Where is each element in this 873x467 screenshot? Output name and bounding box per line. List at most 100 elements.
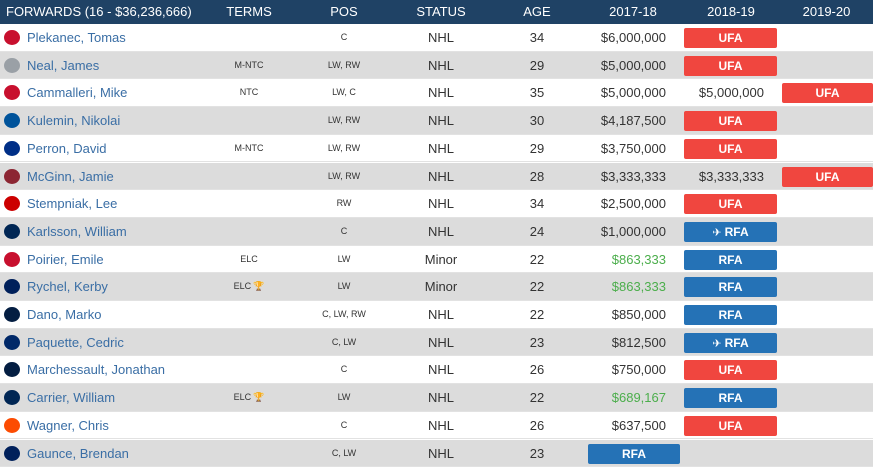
rfa-badge[interactable]: RFA <box>588 443 680 464</box>
player-name-link[interactable]: Neal, James <box>27 57 100 73</box>
salary-2017-18: $863,333 <box>611 279 666 295</box>
position-value: C, LW, RW <box>322 309 366 319</box>
player-name-link[interactable]: McGinn, Jamie <box>27 168 114 184</box>
header-age[interactable]: AGE <box>523 4 551 19</box>
position-value: LW <box>337 392 351 403</box>
team-logo-icon <box>4 362 20 378</box>
age-value: 34 <box>529 30 545 45</box>
status-value: NHL <box>427 140 454 156</box>
header-2018-19[interactable]: 2018-19 <box>707 4 755 19</box>
terms-value: M-NTC <box>234 59 264 70</box>
position-value: LW, RW <box>327 59 361 70</box>
salary-2018-19 <box>682 440 764 467</box>
position-value: C <box>340 419 348 430</box>
ufa-badge[interactable]: UFA <box>782 83 873 104</box>
player-name-link[interactable]: Stempniak, Lee <box>27 196 118 212</box>
age-value: 22 <box>529 307 545 322</box>
ufa-badge[interactable]: UFA <box>684 360 777 381</box>
player-name-link[interactable]: Wagner, Chris <box>27 417 109 433</box>
rfa-badge[interactable]: RFA <box>684 305 777 325</box>
table-row: Poirier, Emile ELC LW Minor 22 $863,333 RFA <box>0 246 873 274</box>
header-forwards[interactable]: FORWARDS (16 - $36,236,666) <box>6 4 192 19</box>
age-value: 22 <box>529 390 545 406</box>
badge-label: UFA <box>718 114 743 129</box>
position-value: LW, C <box>332 87 356 98</box>
position-value: C <box>340 32 348 42</box>
age-value: 23 <box>529 334 545 350</box>
salary-2017-18: $5,000,000 <box>600 85 666 101</box>
status-value: NHL <box>427 334 454 350</box>
header-2019-20[interactable]: 2019-20 <box>802 4 851 19</box>
table-row: Carrier, William ELC 🏆 LW NHL 22 $689,167 RFA <box>0 384 873 412</box>
badge-label: UFA <box>718 197 743 212</box>
ufa-badge[interactable]: UFA <box>684 111 777 132</box>
team-logo-icon <box>4 279 20 295</box>
table-row: Rychel, Kerby ELC 🏆 LW Minor 22 $863,333 RFA <box>0 273 873 301</box>
header-terms[interactable]: TERMS <box>226 4 272 19</box>
rfa-badge[interactable]: RFA <box>684 388 777 409</box>
trophy-icon: 🏆 <box>253 392 265 403</box>
salary-2018-19: $3,333,333 <box>698 168 764 184</box>
status-value: NHL <box>427 168 454 184</box>
ufa-badge[interactable]: UFA <box>782 166 873 187</box>
rfa-badge[interactable]: ✈ RFA <box>684 221 777 242</box>
ufa-badge[interactable]: UFA <box>684 415 777 436</box>
header-status[interactable]: STATUS <box>416 4 466 19</box>
player-name-link[interactable]: Paquette, Cedric <box>27 334 124 350</box>
team-logo-icon <box>4 334 20 350</box>
badge-label: RFA <box>718 391 743 406</box>
ufa-badge[interactable]: UFA <box>684 194 777 215</box>
age-value: 23 <box>529 445 545 461</box>
player-name-link[interactable]: Perron, David <box>27 140 107 156</box>
age-value: 24 <box>529 223 545 239</box>
table-row: Cammalleri, Mike NTC LW, C NHL 35 $5,000,000 $… <box>0 79 873 108</box>
position-value: LW, RW <box>327 142 361 153</box>
terms-value <box>200 301 298 328</box>
table-row: Gaunce, Brendan C, LW NHL 23 RFA <box>0 439 873 467</box>
salary-2017-18: $812,500 <box>611 334 666 350</box>
header-2017-18[interactable]: 2017-18 <box>609 4 657 19</box>
badge-label: UFA <box>718 31 743 45</box>
badge-label: UFA <box>718 363 743 378</box>
waiver-plane-icon: ✈ <box>712 337 722 350</box>
rfa-badge[interactable]: ✈ RFA <box>684 332 777 353</box>
badge-label: RFA <box>724 335 749 350</box>
team-logo-icon <box>4 168 20 184</box>
badge-label: UFA <box>718 58 743 73</box>
player-name-link[interactable]: Rychel, Kerby <box>27 279 108 295</box>
badge-label: RFA <box>718 252 743 267</box>
status-value: NHL <box>427 417 454 433</box>
terms-value <box>200 440 298 467</box>
player-name-link[interactable]: Gaunce, Brendan <box>27 445 129 461</box>
terms-value: M-NTC <box>234 142 264 153</box>
rfa-badge[interactable]: RFA <box>684 277 777 298</box>
player-name-link[interactable]: Carrier, William <box>27 390 116 406</box>
position-value: C <box>340 225 348 236</box>
terms-value <box>200 412 298 439</box>
ufa-badge[interactable]: UFA <box>684 55 777 76</box>
player-name-link[interactable]: Plekanec, Tomas <box>27 30 126 45</box>
rfa-badge[interactable]: RFA <box>684 249 777 270</box>
ufa-badge[interactable]: UFA <box>684 138 777 159</box>
player-name-link[interactable]: Poirier, Emile <box>27 251 104 267</box>
header-pos[interactable]: POS <box>330 4 358 19</box>
age-value: 30 <box>529 113 545 129</box>
terms-value <box>200 356 298 383</box>
team-logo-icon <box>4 30 20 45</box>
status-value: NHL <box>427 57 454 73</box>
badge-label: RFA <box>718 280 743 295</box>
player-name-link[interactable]: Cammalleri, Mike <box>27 85 128 101</box>
team-logo-icon <box>4 445 20 461</box>
terms-value <box>200 24 298 51</box>
player-name-link[interactable]: Dano, Marko <box>27 307 102 322</box>
badge-label: RFA <box>724 224 749 239</box>
team-logo-icon <box>4 196 20 212</box>
player-name-link[interactable]: Kulemin, Nikolai <box>27 113 121 129</box>
player-name-link[interactable]: Marchessault, Jonathan <box>27 362 166 378</box>
terms-value: ELC <box>240 253 258 264</box>
salary-2017-18: $689,167 <box>611 390 666 406</box>
age-value: 28 <box>529 168 545 184</box>
player-name-link[interactable]: Karlsson, William <box>27 223 127 239</box>
ufa-badge[interactable]: UFA <box>684 28 777 48</box>
